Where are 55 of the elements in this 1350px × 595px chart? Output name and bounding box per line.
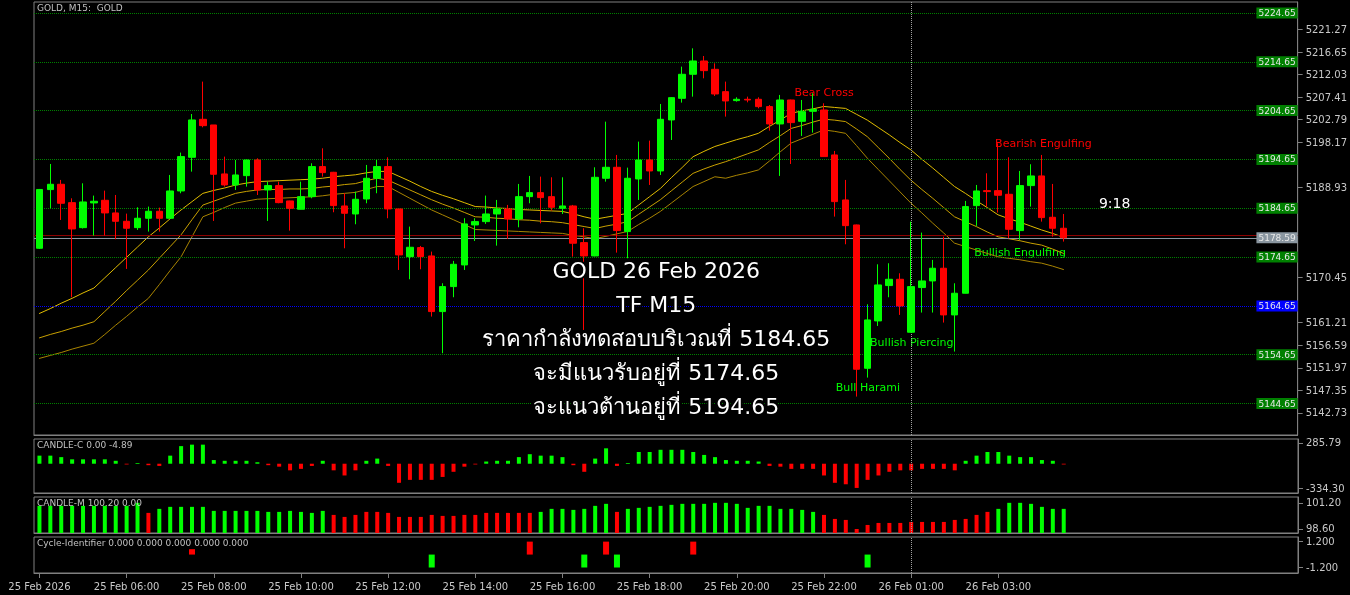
annotation: จะมีแนวรับอยู่ที่ 5174.65 — [533, 356, 780, 386]
y-tick-label: 5207.41 — [1305, 91, 1348, 103]
annotation: Bull Harami — [835, 380, 900, 394]
ref-line-label: 5178.59 — [1258, 232, 1296, 243]
ref-line-label: 5214.65 — [1258, 56, 1296, 67]
x-tick-label: 25 Feb 08:00 — [180, 580, 247, 592]
y-tick-label: 5221.27 — [1305, 23, 1348, 35]
y-tick-label: 98.60 — [1306, 523, 1335, 535]
annotation: จะแนวต้านอยู่ที่ 5194.65 — [533, 390, 780, 420]
ref-line-label: 5154.65 — [1258, 349, 1296, 360]
chart-title: Cycle-Identifier 0.000 0.000 0.000 0.000 0.000 — [37, 537, 249, 548]
annotation: Bullish Engulfing — [974, 245, 1066, 259]
y-tick-label: 5147.35 — [1305, 384, 1348, 396]
y-tick-label: 5212.03 — [1305, 69, 1348, 81]
annotation: Bullish Piercing — [870, 335, 954, 349]
y-tick-label: -334.30 — [1306, 482, 1345, 494]
x-tick-label: 26 Feb 01:00 — [878, 580, 944, 592]
chart-title: GOLD, M15: GOLD — [37, 2, 123, 13]
ref-line-label: 5194.65 — [1258, 154, 1296, 165]
y-tick-label: 101.20 — [1306, 497, 1341, 509]
x-tick-label: 25 Feb 12:00 — [355, 580, 421, 592]
y-tick-label: 5216.65 — [1305, 46, 1348, 58]
chart-title: CANDLE-C 0.00 -4.89 — [37, 439, 133, 450]
ref-line-label: 5144.65 — [1258, 398, 1296, 409]
ref-line-label: 5184.65 — [1258, 203, 1296, 214]
y-tick-label: -1.200 — [1306, 562, 1339, 573]
y-tick-label: 5142.73 — [1305, 407, 1348, 419]
annotation: 9:18 — [1098, 195, 1131, 211]
x-tick-label: 25 Feb 10:00 — [268, 580, 334, 592]
y-tick-label: 5188.93 — [1305, 181, 1348, 193]
ref-line-label: 5204.65 — [1258, 105, 1296, 116]
y-tick-label: 5156.59 — [1305, 339, 1348, 351]
y-tick-label: 5202.79 — [1305, 114, 1348, 126]
annotation: Bearish Engulfing — [995, 136, 1092, 150]
x-tick-label: 25 Feb 16:00 — [529, 580, 596, 592]
ref-line-label: 5164.65 — [1258, 300, 1296, 311]
x-tick-label: 26 Feb 03:00 — [965, 580, 1032, 592]
y-tick-label: 5161.21 — [1305, 317, 1348, 329]
y-tick-label: 5151.97 — [1305, 362, 1348, 374]
x-tick-label: 25 Feb 22:00 — [791, 580, 857, 592]
annotation: TF M15 — [615, 291, 697, 317]
x-tick-label: 25 Feb 18:00 — [616, 580, 683, 592]
annotation: ราคากำลังทดสอบบริเวณที่ 5184.65 — [482, 322, 831, 351]
x-tick-label: 25 Feb 06:00 — [93, 580, 160, 592]
y-tick-label: 1.200 — [1306, 536, 1335, 548]
x-tick-label: 25 Feb 14:00 — [442, 580, 509, 592]
x-tick-label: 25 Feb 2026 — [8, 580, 71, 592]
ref-line-label: 5224.65 — [1258, 7, 1296, 18]
y-tick-label: 5170.45 — [1305, 272, 1348, 284]
chart-title: CANDLE-M 100.20 0.00 — [37, 497, 143, 508]
y-tick-label: 285.79 — [1306, 437, 1341, 449]
annotation: Bear Cross — [794, 85, 854, 99]
y-tick-label: 5198.17 — [1305, 136, 1348, 148]
x-tick-label: 25 Feb 20:00 — [704, 580, 770, 592]
ref-line-label: 5174.65 — [1258, 252, 1296, 263]
